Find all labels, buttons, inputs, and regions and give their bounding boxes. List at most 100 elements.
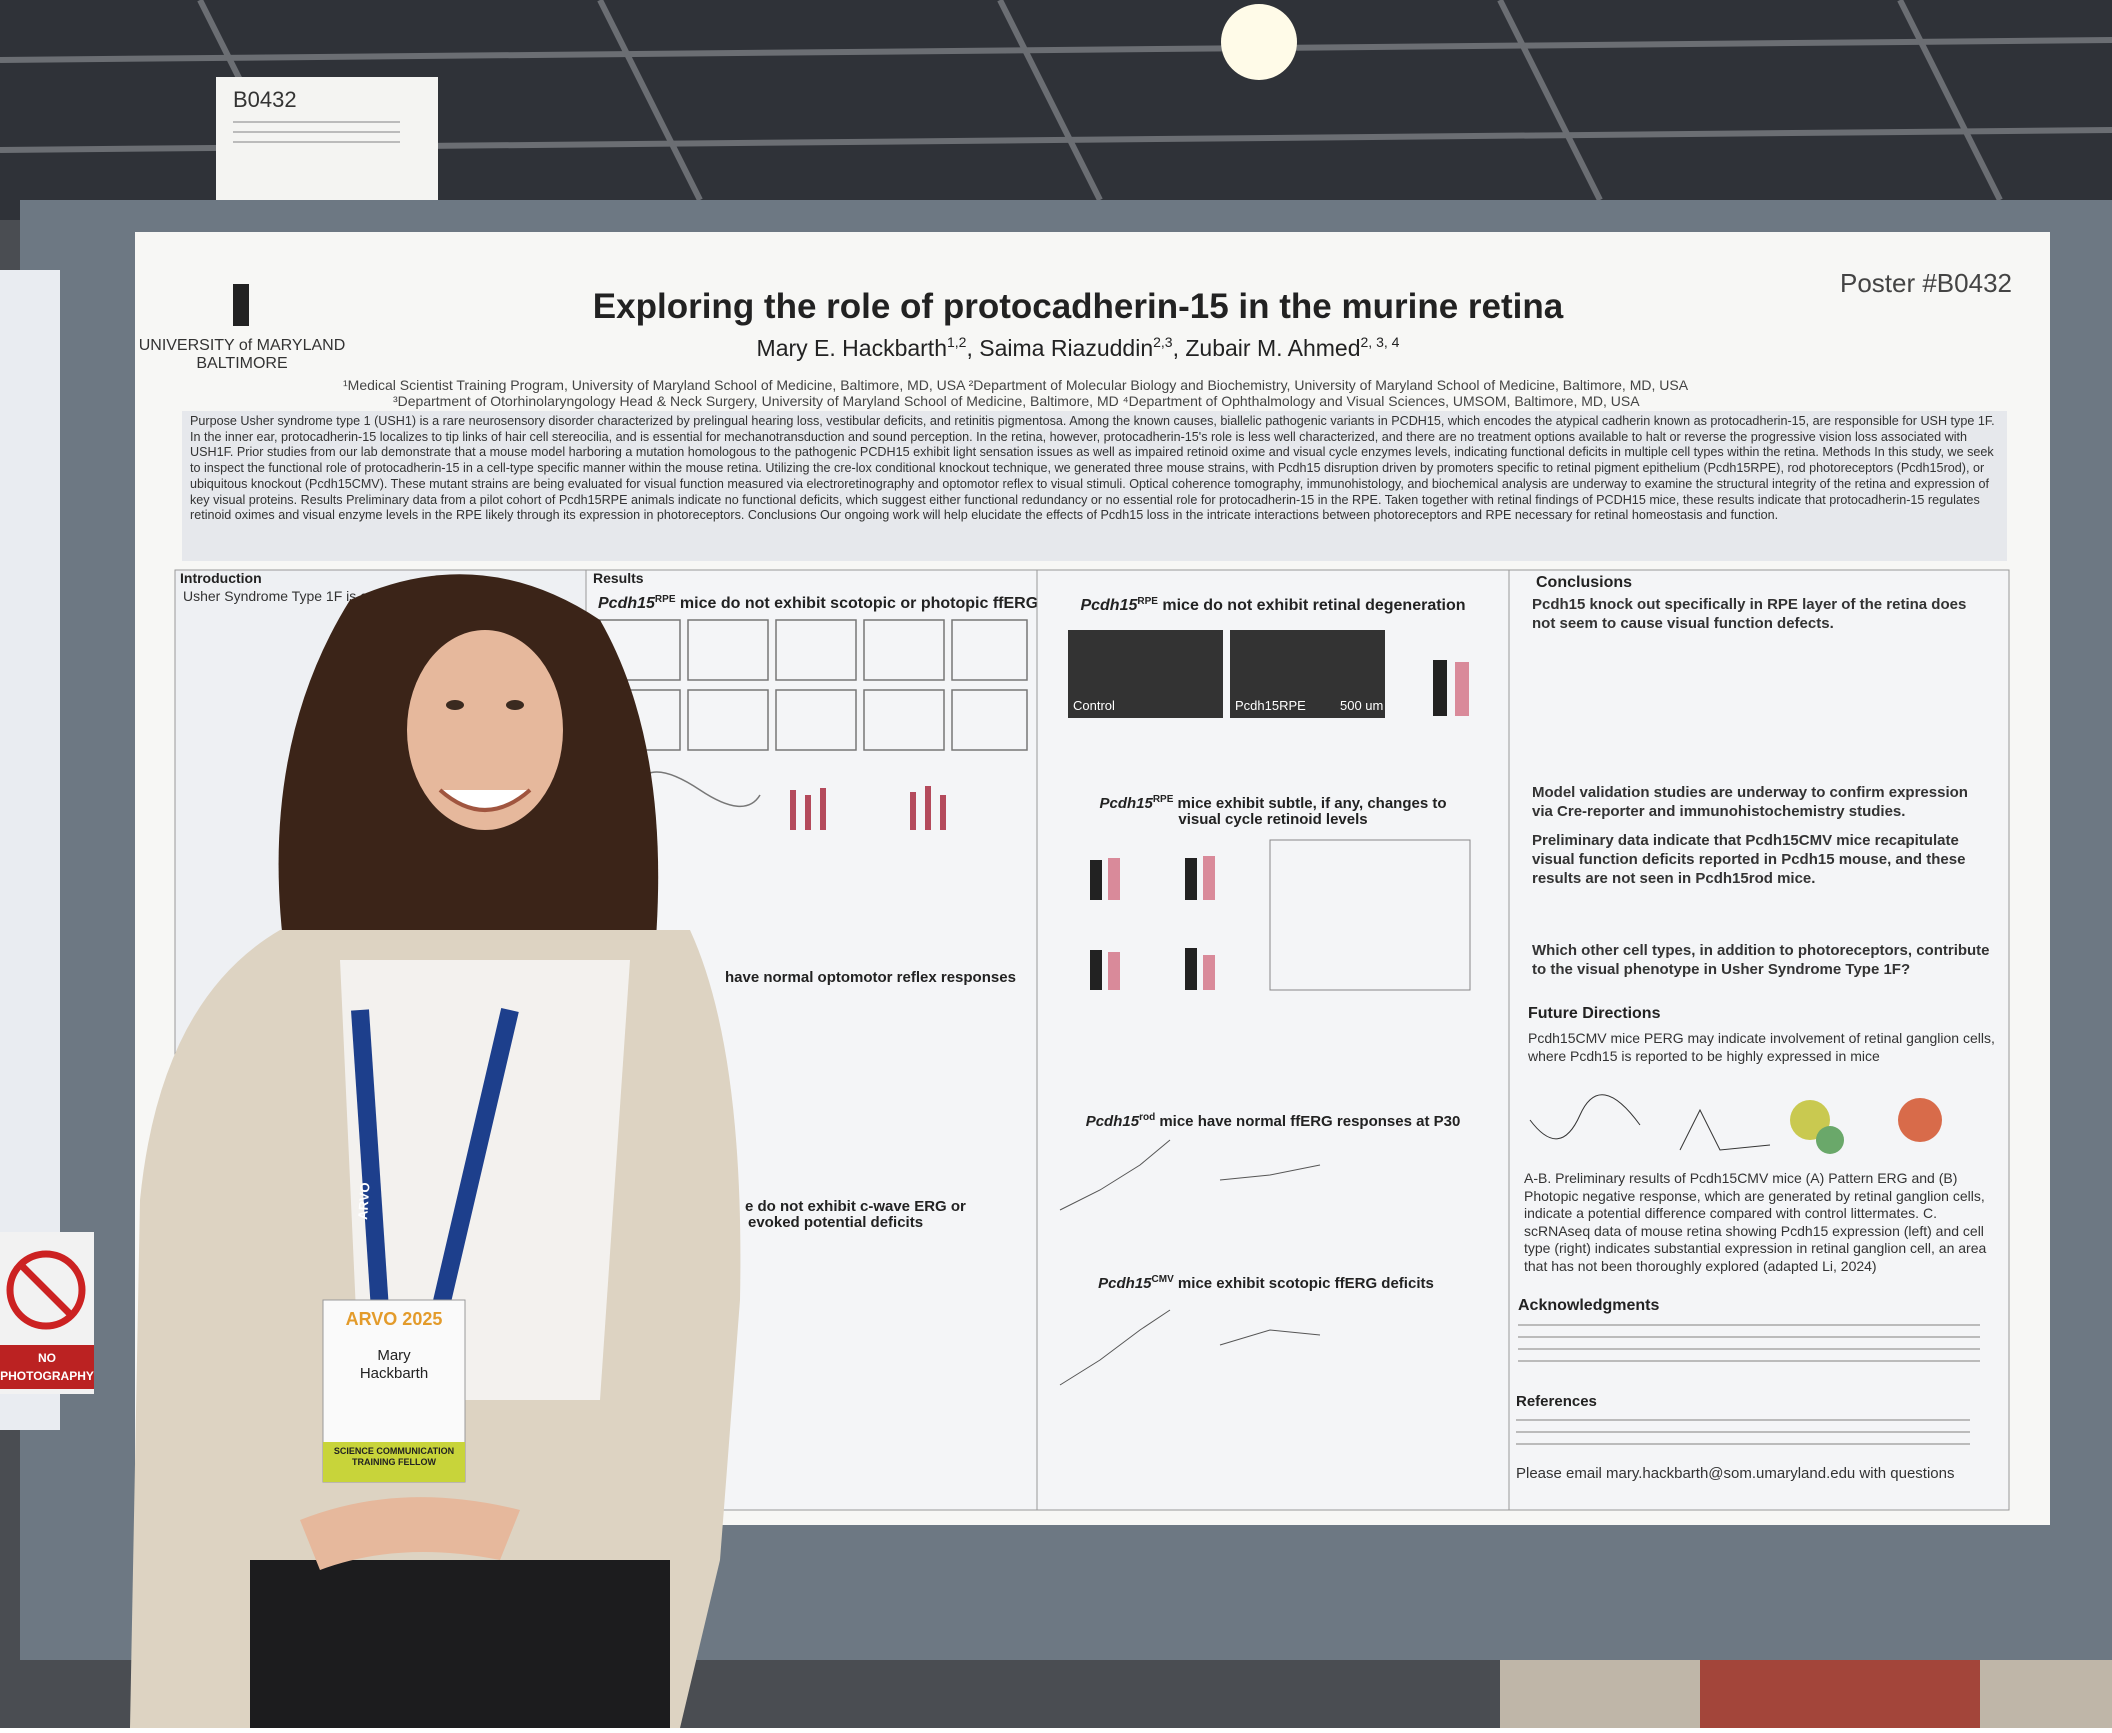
lanyard (351, 1009, 389, 1311)
section-heading: Results (593, 570, 644, 586)
cmv-plots (1059, 1309, 1321, 1386)
section-heading: Conclusions (1536, 574, 1632, 591)
conclusion: Which other cell types, in addition to p… (1532, 942, 1990, 978)
conclusion: Preliminary data indicate that Pcdh15CMV… (1532, 832, 1966, 887)
image-label: Control (1073, 698, 1115, 713)
lanyard (431, 1007, 519, 1313)
author: , Saima Riazuddin (966, 335, 1153, 361)
ref-lines (1516, 1419, 1970, 1445)
panel-heading: e do not exhibit c-wave ERG or (745, 1198, 966, 1215)
no-photo-band (0, 1345, 94, 1389)
gene-sup: RPE (655, 594, 676, 605)
conclusion: Model validation studies are underway to… (1532, 784, 1968, 820)
gene: Pcdh15 (598, 595, 656, 612)
abstract: Purpose Usher syndrome type 1 (USH1) is … (190, 414, 1995, 523)
gene-sup: RPE (1137, 596, 1158, 607)
no-photo-text: NO (38, 1351, 56, 1365)
conclusion-frame: Pcdh15 knock out specifically in RPE lay… (1532, 596, 1967, 632)
face (407, 630, 563, 830)
retinoid-bars (1090, 856, 1215, 990)
contact-email: Please email mary.hackbarth@som.umarylan… (1516, 1465, 1955, 1482)
logo-mark (233, 284, 249, 326)
abstract-frame: Purpose Usher syndrome type 1 (USH1) is … (190, 414, 1995, 523)
panel-heading: have normal optomotor reflex responses (725, 969, 1016, 986)
conclusion-frame: Model validation studies are underway to… (1532, 784, 1968, 820)
panel-heading: Pcdh15RPE mice do not exhibit scotopic o… (598, 594, 1099, 612)
gene: Pcdh15 (1099, 795, 1153, 812)
pants (250, 1560, 670, 1728)
oct-image (1068, 630, 1223, 718)
person: ARVO ARVO 2025 Mary Hackbarth SCIENCE CO… (130, 574, 741, 1728)
trusses (0, 0, 2112, 202)
bar-plots (790, 786, 946, 830)
poster-number: Poster #B0432 (1840, 268, 2012, 298)
conclusion: Pcdh15 knock out specifically in RPE lay… (1532, 596, 1967, 632)
future-frame: Pcdh15CMV mice PERG may indicate involve… (1528, 1030, 1995, 1064)
gene-sup: rod (1139, 1112, 1155, 1123)
poster-title: Exploring the role of protocadherin-15 i… (593, 287, 1564, 326)
future-caption-frame: A-B. Preliminary results of Pcdh15CMV mi… (1524, 1170, 1987, 1274)
gene: Pcdh15 (1098, 1275, 1152, 1292)
gene-sup: CMV (1152, 1274, 1175, 1285)
gene: Pcdh15 (1086, 1113, 1140, 1130)
author: Mary E. Hackbarth (757, 335, 947, 361)
top (340, 960, 630, 1400)
heading-text: mice exhibit subtle, if any, changes to (1173, 795, 1446, 812)
heading-text: mice have normal ffERG responses at P30 (1155, 1113, 1460, 1130)
badge-ribbon (323, 1442, 465, 1482)
erg-plots (599, 619, 1028, 808)
authors: Mary E. Hackbarth1,2, Saima Riazuddin2,3… (757, 334, 1400, 361)
ribbon-frame: SCIENCE COMMUNICATION TRAINING FELLOW (333, 1446, 455, 1468)
panel-heading: Pcdh15RPE mice do not exhibit retinal de… (1080, 596, 1465, 614)
eye (506, 700, 524, 710)
badge-brand: ARVO 2025 (346, 1309, 443, 1329)
author-affil: 2, 3, 4 (1361, 334, 1400, 350)
future-text: Pcdh15CMV mice PERG may indicate involve… (1528, 1030, 1995, 1064)
hands (300, 1497, 520, 1570)
logo-text: UNIVERSITY of MARYLAND (139, 337, 346, 354)
conclusions-panel (1508, 569, 2010, 1511)
smile (438, 788, 532, 812)
oct-image (1230, 630, 1385, 718)
section-heading: Future Directions (1528, 1005, 1661, 1022)
gene-sup: RPE (1153, 794, 1174, 805)
scrnaseq-plot (1790, 1098, 1942, 1154)
panel-heading: evoked potential deficits (748, 1214, 923, 1231)
no-photo-icon (6, 1250, 86, 1330)
conclusion-frame: Preliminary data indicate that Pcdh15CMV… (1532, 832, 1966, 887)
future-plots (1529, 1094, 1771, 1151)
scale-label: 500 um (1340, 698, 1383, 713)
rod-plots (1059, 1139, 1321, 1211)
section-heading: Introduction (180, 570, 262, 586)
middle-panel (1036, 569, 1510, 1511)
section-heading: References (1516, 1393, 1597, 1410)
affiliation: ¹Medical Scientist Training Program, Uni… (343, 377, 1689, 393)
author: , Zubair M. Ahmed (1173, 335, 1361, 361)
future-caption: A-B. Preliminary results of Pcdh15CMV mi… (1524, 1170, 1987, 1274)
no-photo-slash (17, 1261, 75, 1319)
heading-text: mice do not exhibit retinal degeneration (1158, 597, 1466, 614)
no-photo-text: PHOTOGRAPHY (0, 1369, 94, 1383)
ack-lines (1518, 1324, 1980, 1362)
badge-name: Hackbarth (360, 1365, 428, 1382)
badge-ribbon-text: SCIENCE COMMUNICATION TRAINING FELLOW (333, 1446, 455, 1468)
panel-heading: visual cycle retinoid levels (1178, 811, 1367, 828)
image-label: Pcdh15RPE (1235, 698, 1306, 713)
panel-heading: Pcdh15rod mice have normal ffERG respons… (1086, 1112, 1461, 1130)
ceiling-light (1221, 4, 1297, 80)
section-heading: Acknowledgments (1518, 1297, 1659, 1314)
heading-text: mice do not exhibit scotopic or photopic… (675, 595, 1098, 612)
panel-heading: Pcdh15RPE mice exhibit subtle, if any, c… (1099, 794, 1446, 812)
badge-name: Mary (377, 1347, 411, 1364)
gene: Pcdh15 (1080, 597, 1138, 614)
abstract-box (182, 411, 2007, 561)
sign-lines (233, 121, 400, 143)
thickness-bars (1433, 660, 1469, 716)
booth-code: B0432 (233, 87, 297, 112)
author-affil: 1,2 (947, 334, 967, 350)
booth-sign (216, 77, 438, 222)
author-affil: 2,3 (1153, 334, 1173, 350)
logo-text: BALTIMORE (196, 355, 287, 372)
